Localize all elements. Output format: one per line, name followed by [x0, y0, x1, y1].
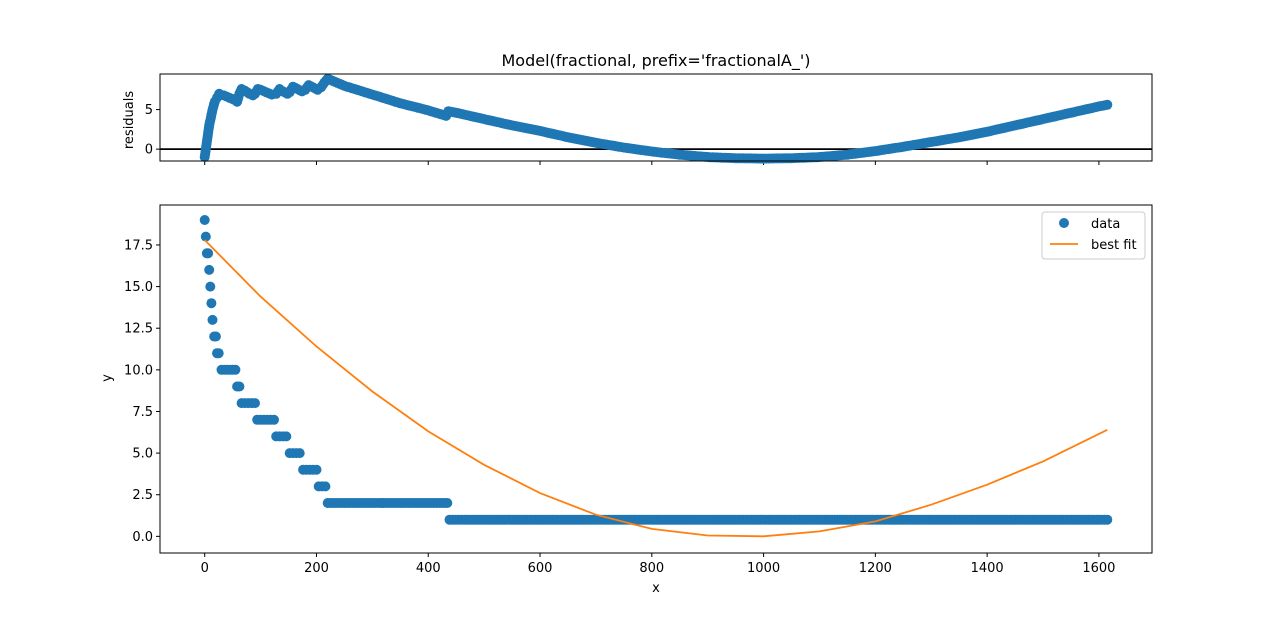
main-panel: x y 0 200 400 600 800 1000 1200 1400 1600 0.0 2.5 5… — [100, 204, 1153, 596]
main-data-point — [206, 298, 217, 309]
main-x-tick-label: 800 — [639, 561, 664, 576]
main-y-tick-label: 12.5 — [124, 322, 153, 337]
main-data-point — [205, 281, 216, 292]
main-data-point — [1102, 514, 1113, 525]
main-data-point — [200, 231, 211, 242]
main-x-tick-label: 0 — [201, 561, 209, 576]
legend-data-label: data — [1091, 217, 1120, 232]
residuals-plot-area — [160, 73, 1152, 164]
legend-best-fit-label: best fit — [1091, 238, 1137, 253]
main-data-point — [311, 464, 322, 475]
residuals-data-point — [1102, 99, 1113, 110]
residuals-y-tick-label: 0 — [145, 143, 153, 158]
main-y-tick-label: 15.0 — [124, 280, 153, 295]
main-data-point — [213, 348, 224, 359]
main-x-tick-label: 400 — [416, 561, 441, 576]
main-x-tick-label: 200 — [304, 561, 329, 576]
chart-title: Model(fractional, prefix='fractionalA_') — [501, 51, 810, 71]
residuals-y-axis-label: residuals — [122, 91, 137, 150]
main-data-point — [442, 498, 453, 508]
main-y-tick-label: 10.0 — [124, 363, 153, 378]
main-y-tick-label: 5.0 — [132, 447, 153, 462]
legend-data-marker — [1059, 218, 1069, 228]
main-data-point — [250, 398, 260, 409]
x-axis-label: x — [652, 581, 660, 596]
best-fit-line — [204, 239, 1108, 538]
main-y-tick-label: 17.5 — [124, 238, 153, 253]
main-y-tick-label: 0.0 — [132, 530, 153, 545]
main-x-tick-label: 1200 — [859, 561, 892, 576]
main-data-point — [207, 314, 218, 325]
main-data-point — [281, 431, 292, 442]
main-ticks: 0 200 400 600 800 1000 1200 1400 1600 0.0 2.5 5.0 7.… — [124, 238, 1115, 576]
main-data-point — [320, 481, 331, 492]
main-data-point — [204, 264, 215, 275]
main-axes-frame — [159, 204, 1153, 554]
main-x-tick-label: 1400 — [971, 561, 1004, 576]
residuals-axes-frame — [159, 73, 1153, 162]
main-y-tick-label: 7.5 — [132, 405, 153, 420]
residuals-y-tick-label: 5 — [145, 103, 153, 118]
residuals-panel: Model(fractional, prefix='fractionalA_')… — [122, 51, 1153, 165]
main-x-tick-label: 1000 — [747, 561, 780, 576]
main-data-point — [210, 331, 221, 342]
main-data-point — [234, 381, 245, 392]
main-data-point — [203, 248, 214, 259]
main-x-tick-label: 600 — [528, 561, 553, 576]
main-data-point — [230, 364, 241, 375]
main-data-point — [269, 414, 279, 425]
main-x-tick-label: 1600 — [1082, 561, 1115, 576]
legend: data best fit — [1041, 211, 1146, 260]
main-data-point — [199, 215, 210, 225]
main-y-tick-label: 2.5 — [132, 488, 153, 503]
y-axis-label: y — [100, 374, 115, 382]
main-data-point — [294, 448, 305, 459]
main-plot-area — [199, 215, 1113, 538]
